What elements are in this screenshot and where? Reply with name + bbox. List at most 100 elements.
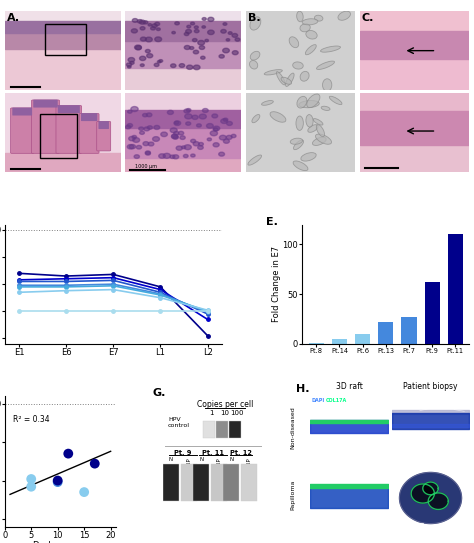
Pt. 9 [110, 274, 116, 281]
Ellipse shape [316, 134, 331, 144]
Text: C.: C. [362, 13, 374, 23]
Pt. 7 [63, 278, 69, 285]
Circle shape [131, 29, 137, 33]
Bar [448, 235, 463, 344]
Circle shape [143, 113, 147, 117]
Circle shape [207, 138, 211, 141]
Circle shape [191, 140, 196, 143]
Point [316, 509, 323, 518]
Pt. 8 [63, 308, 69, 314]
Ellipse shape [300, 24, 310, 32]
Circle shape [210, 131, 218, 136]
Ellipse shape [307, 94, 320, 108]
Circle shape [155, 37, 162, 42]
Circle shape [148, 23, 152, 26]
Text: B.: B. [248, 13, 260, 23]
Text: CRNN: CRNN [351, 398, 366, 403]
Ellipse shape [308, 125, 318, 132]
Point [64, 449, 72, 458]
FancyBboxPatch shape [81, 113, 97, 121]
Circle shape [202, 109, 208, 112]
Ellipse shape [293, 140, 303, 150]
Circle shape [129, 144, 136, 149]
Text: Copies per cell: Copies per cell [197, 400, 254, 409]
Pt. 6 [157, 292, 163, 298]
Text: RRP: RRP [187, 457, 191, 468]
Pt. 14 [157, 294, 163, 301]
Line: Pt. 7: Pt. 7 [17, 279, 210, 315]
Circle shape [202, 26, 206, 28]
Bar [181, 464, 197, 501]
Circle shape [184, 33, 189, 36]
Circle shape [152, 24, 157, 28]
Circle shape [130, 61, 134, 64]
Line: Pt. 8: Pt. 8 [17, 310, 210, 313]
Circle shape [232, 50, 238, 55]
Circle shape [171, 64, 176, 67]
Circle shape [143, 21, 148, 24]
Circle shape [184, 145, 191, 150]
Pt. 6 [205, 308, 210, 314]
Text: 1: 1 [209, 411, 213, 416]
Text: Pt. 11: Pt. 11 [202, 450, 224, 456]
Legend: Pt. 11, Pt. 9, Pt. 7, Pt. 13, Pt. 6, Pt. 14, Pt. 8: Pt. 11, Pt. 9, Pt. 7, Pt. 13, Pt. 6, Pt.… [317, 226, 353, 283]
Polygon shape [423, 482, 438, 495]
Circle shape [140, 64, 144, 67]
Circle shape [179, 64, 185, 67]
Point [329, 513, 337, 521]
FancyBboxPatch shape [10, 108, 34, 153]
Pt. 8 [157, 308, 163, 314]
Circle shape [199, 142, 203, 146]
Pt. 11 [110, 271, 116, 277]
Bar [360, 56, 469, 91]
Pt. 7 [157, 289, 163, 295]
Text: N: N [199, 457, 203, 463]
Bar [125, 21, 241, 41]
Polygon shape [400, 472, 462, 523]
Circle shape [223, 48, 229, 53]
Ellipse shape [248, 155, 262, 165]
Bar [216, 421, 228, 438]
Circle shape [144, 127, 150, 131]
Circle shape [178, 131, 184, 135]
Circle shape [175, 22, 179, 25]
Circle shape [219, 54, 224, 58]
Ellipse shape [276, 72, 285, 85]
Circle shape [170, 128, 177, 132]
Ellipse shape [252, 115, 260, 123]
Circle shape [139, 56, 146, 60]
Circle shape [147, 126, 153, 129]
Ellipse shape [262, 100, 273, 105]
Circle shape [137, 146, 142, 149]
Pt. 14 [205, 307, 210, 313]
Pt. 6 [63, 283, 69, 290]
Pt. 11 [16, 270, 22, 276]
Pt. 13 [205, 309, 210, 315]
Circle shape [128, 136, 135, 141]
Ellipse shape [296, 116, 303, 130]
Circle shape [212, 114, 218, 118]
Line: Pt. 13: Pt. 13 [17, 282, 210, 314]
Circle shape [146, 49, 150, 53]
FancyBboxPatch shape [31, 100, 59, 153]
Point [54, 478, 62, 487]
Circle shape [192, 39, 197, 42]
Bar [360, 142, 469, 173]
Circle shape [185, 114, 192, 119]
Bar [203, 421, 215, 438]
Line: Pt. 11: Pt. 11 [17, 272, 210, 337]
Ellipse shape [320, 46, 340, 52]
Bar [360, 31, 469, 59]
Text: 3D raft: 3D raft [336, 382, 363, 391]
Circle shape [159, 154, 165, 158]
Text: E.: E. [265, 217, 277, 228]
Pt. 6 [110, 282, 116, 289]
Circle shape [223, 139, 229, 143]
Line: Pt. 14: Pt. 14 [17, 288, 210, 312]
Bar [5, 21, 121, 33]
Circle shape [223, 118, 228, 121]
Ellipse shape [297, 96, 307, 108]
Ellipse shape [250, 51, 260, 60]
Pt. 14 [16, 289, 22, 295]
Circle shape [140, 131, 145, 134]
